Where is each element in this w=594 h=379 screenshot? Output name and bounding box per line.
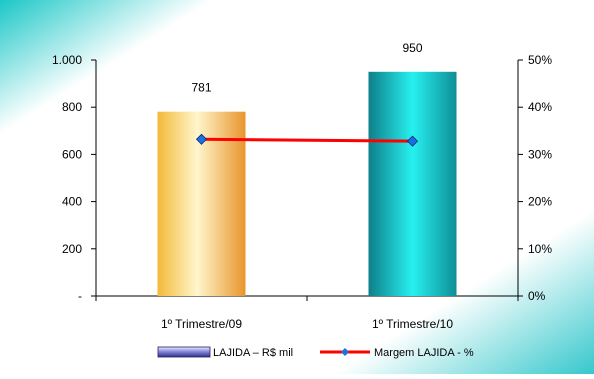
line-layer (195, 133, 419, 147)
y-right-tick-label: 20% (528, 195, 552, 209)
bar-data-label: 781 (191, 81, 211, 95)
bars-layer (157, 71, 457, 297)
y-left-tick-label: 200 (62, 242, 82, 256)
bar-data-label: 950 (402, 41, 422, 55)
legend-label-margem: Margem LAJIDA - % (374, 347, 474, 359)
legend-bar-swatch (157, 346, 211, 358)
x-tick-label: 1º Trimestre/10 (372, 317, 453, 331)
x-tick-label: 1º Trimestre/09 (161, 317, 242, 331)
legend-marker-swatch (341, 348, 349, 356)
legend: LAJIDA – R$ mil Margem LAJIDA - % (157, 346, 474, 359)
y-left-tick-label: 1.000 (52, 53, 82, 67)
y-left-tick-label: 400 (62, 195, 82, 209)
y-left-tick-label: 800 (62, 100, 82, 114)
y-right-tick-label: 30% (528, 147, 552, 161)
legend-label-lajida: LAJIDA – R$ mil (213, 347, 293, 359)
labels-layer: - 200 400 600 800 1.000 0% 10% 20% 30% 40% 50% 1º Tr… (52, 41, 552, 331)
y-right-tick-label: 50% (528, 53, 552, 67)
y-right-tick-label: 10% (528, 242, 552, 256)
margin-line (201, 137, 413, 143)
bar (368, 71, 457, 296)
y-right-tick-label: 40% (528, 100, 552, 114)
y-left-tick-label: - (78, 289, 82, 303)
margin-marker (406, 135, 419, 147)
y-right-tick-label: 0% (528, 289, 546, 303)
y-left-tick-label: 600 (62, 147, 82, 161)
margin-marker (195, 133, 208, 145)
